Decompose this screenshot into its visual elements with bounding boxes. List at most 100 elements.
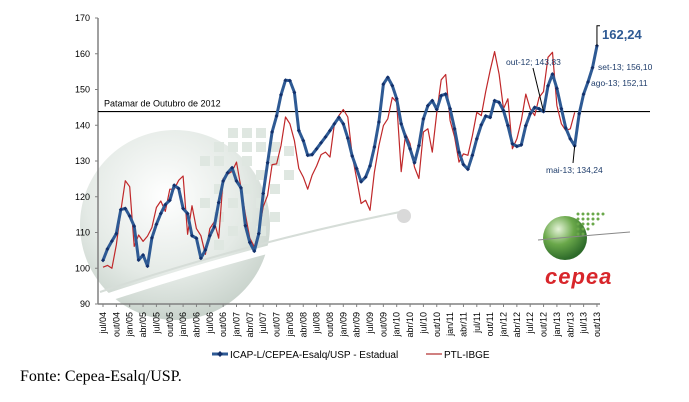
x-tick-label: out/11 [485, 312, 495, 336]
y-tick-label: 120 [75, 192, 90, 202]
data-point [336, 115, 341, 120]
logo-dot [581, 222, 585, 226]
data-point [114, 231, 119, 236]
data-point [403, 135, 408, 140]
data-point [319, 140, 324, 145]
data-point [399, 121, 404, 126]
logo-dot [586, 227, 590, 231]
data-point [537, 106, 542, 111]
data-point [109, 239, 114, 244]
legend-label-ptl: PTL-IBGE [444, 350, 490, 361]
data-point [194, 236, 199, 241]
data-point [198, 256, 203, 261]
watermark-square [200, 156, 210, 166]
data-point [216, 200, 221, 205]
x-tick-label: abr/06 [191, 312, 201, 338]
logo-dot [576, 217, 580, 221]
y-tick-label: 90 [80, 299, 90, 309]
y-tick-label: 140 [75, 120, 90, 130]
series-icap [101, 43, 599, 269]
watermark-square [242, 128, 252, 138]
data-point [127, 214, 132, 219]
legend-item-icap[interactable]: ICAP-L/CEPEA-Esalq/USP - Estadual [212, 350, 398, 361]
data-point [225, 170, 230, 175]
data-point [158, 211, 163, 216]
data-point [230, 165, 235, 170]
logo-dot [576, 232, 580, 236]
data-point [323, 135, 328, 140]
data-point [479, 122, 484, 127]
x-tick-label: abr/12 [512, 312, 522, 338]
data-point [577, 111, 582, 116]
annotation-label: out-12; 143,83 [506, 57, 561, 67]
y-tick-label: 100 [75, 263, 90, 273]
x-tick-label: jul/09 [365, 312, 375, 335]
watermark-globe [80, 130, 411, 320]
x-tick-label: jul/12 [525, 312, 535, 335]
data-point [563, 126, 568, 131]
y-tick-label: 170 [75, 13, 90, 23]
data-point [483, 113, 488, 118]
logo-dot [591, 217, 595, 221]
data-point [305, 153, 310, 158]
logo-text: cepea [545, 264, 612, 289]
watermark-square [214, 142, 224, 152]
watermark-square [270, 184, 280, 194]
watermark-square [242, 212, 252, 222]
data-point [492, 98, 497, 103]
data-point [408, 146, 413, 151]
data-point [118, 207, 123, 212]
x-tick-label: out/04 [111, 312, 121, 337]
x-tick-label: jan/11 [445, 312, 455, 337]
series-line [101, 45, 599, 268]
data-point [212, 224, 217, 229]
data-point [287, 78, 292, 83]
y-tick-label: 160 [75, 49, 90, 59]
annotation-label: 162,24 [602, 27, 643, 42]
data-point [163, 202, 168, 207]
data-point [505, 123, 510, 128]
data-point [105, 246, 110, 251]
data-point [381, 82, 386, 87]
watermark-square [214, 184, 224, 194]
logo-dot [596, 212, 600, 216]
data-point [296, 128, 301, 133]
x-tick-label: out/07 [272, 312, 282, 337]
data-point [354, 166, 359, 171]
watermark-square [284, 170, 294, 180]
data-point [448, 106, 453, 111]
annotation-label: mai-13; 134,24 [546, 165, 603, 175]
data-point [247, 240, 252, 245]
data-point [416, 143, 421, 148]
data-point [581, 92, 586, 97]
annotation-leader [532, 67, 545, 112]
annotation-label: ago-13; 152,11 [591, 78, 648, 88]
x-tick-label: out/12 [539, 312, 549, 337]
watermark-square [242, 156, 252, 166]
legend-label-icap: ICAP-L/CEPEA-Esalq/USP - Estadual [230, 350, 398, 361]
watermark-square [200, 198, 210, 208]
data-point [185, 211, 190, 216]
data-point [145, 264, 150, 269]
data-point [425, 103, 430, 108]
data-point [149, 235, 154, 240]
watermark-square [228, 198, 238, 208]
watermark-square [242, 142, 252, 152]
data-point [341, 121, 346, 126]
data-point [283, 78, 288, 83]
watermark-square [228, 226, 238, 236]
data-point [332, 121, 337, 126]
x-tick-label: jul/05 [151, 312, 161, 335]
logo-dot [576, 227, 580, 231]
watermark-square [214, 156, 224, 166]
x-tick-label: jan/09 [338, 312, 348, 338]
data-point [488, 115, 493, 120]
x-tick-label: jul/06 [205, 312, 215, 335]
x-tick-label: jul/04 [98, 312, 108, 335]
data-point [452, 126, 457, 131]
legend-item-ptl[interactable]: PTL-IBGE [426, 350, 490, 361]
data-point [190, 233, 194, 238]
logo-dot [581, 217, 585, 221]
logo-dot [591, 212, 595, 216]
